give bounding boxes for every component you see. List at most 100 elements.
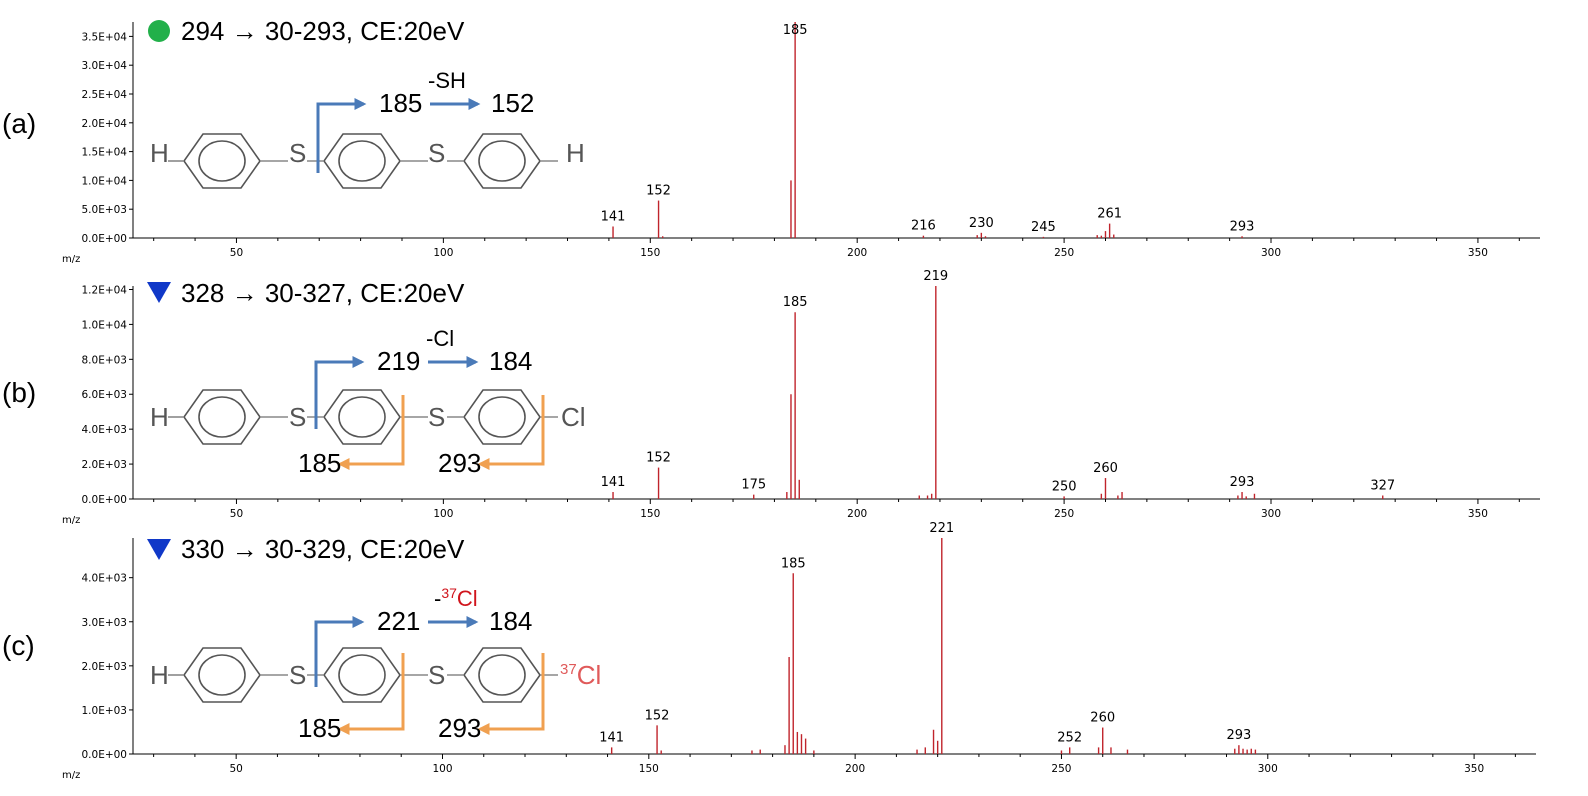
x-tick-label: 150 <box>639 763 659 775</box>
peak-label: 221 <box>929 521 954 536</box>
peak-label: 327 <box>1370 479 1395 494</box>
aromatic-circle <box>478 654 526 696</box>
aromatic-circle <box>198 140 246 182</box>
benzene-ring <box>323 389 401 445</box>
x-tick-label: 50 <box>229 763 242 775</box>
panel-title: 328 → 30-327, CE:20eV <box>181 278 465 308</box>
structure-diagram: H S S 37Cl 221 184 -37Cl 185 293 <box>150 585 601 743</box>
y-tick-label: 1.0E+03 <box>82 705 128 717</box>
peak-label: 293 <box>1226 728 1251 743</box>
orange-cleavage-arrow <box>477 653 545 735</box>
peak-label: 141 <box>601 475 626 490</box>
x-tick-label: 200 <box>845 763 865 775</box>
benzene-ring <box>463 647 541 703</box>
x-axis-label: m/z <box>62 770 80 781</box>
blue-triangle-marker <box>147 282 171 303</box>
x-tick-label: 300 <box>1261 508 1281 520</box>
x-tick-label: 50 <box>230 508 243 520</box>
cleavage-arrow <box>316 98 367 173</box>
orange-cleavage-arrow <box>337 395 405 470</box>
peak-label: 293 <box>1230 219 1255 234</box>
x-tick-label: 350 <box>1468 247 1488 259</box>
peak-label: 250 <box>1052 479 1077 494</box>
y-tick-label: 3.5E+04 <box>82 31 128 43</box>
benzene-ring <box>463 133 541 189</box>
peak-label: 252 <box>1057 730 1082 745</box>
orange-cleavage-arrow <box>337 653 405 735</box>
panel-title: 330 → 30-329, CE:20eV <box>181 534 465 564</box>
orange-cleavage-arrow <box>477 395 545 470</box>
x-tick-label: 300 <box>1258 763 1278 775</box>
y-tick-label: 8.0E+03 <box>82 354 128 366</box>
spectrum-panel-1: (a) 0.0E+00 5.0E+03 1.0E+04 1.5E+04 2.0E+04 2.… <box>2 16 1540 265</box>
aromatic-circle <box>198 654 246 696</box>
y-tick-label: 0.0E+00 <box>82 749 128 761</box>
x-tick-label: 50 <box>230 247 243 259</box>
y-tick-label: 6.0E+03 <box>82 389 128 401</box>
fragment-mz-1: 221 <box>377 606 420 636</box>
atom-sulfur-2: S <box>428 402 445 432</box>
y-tick-label: 5.0E+03 <box>82 204 128 216</box>
orange-fragment-mz: 185 <box>298 448 341 478</box>
atom-sulfur-2: S <box>428 660 445 690</box>
peak-label: 185 <box>783 23 808 38</box>
y-tick-label: 3.0E+03 <box>82 617 128 629</box>
fragment-mz-2: 184 <box>489 346 532 376</box>
y-tick-label: 4.0E+03 <box>82 573 128 585</box>
atom-left: H <box>150 138 169 168</box>
panel-label: (b) <box>2 377 36 408</box>
blue-triangle-marker <box>147 539 171 560</box>
atom-right: H <box>566 138 585 168</box>
atom-sulfur-1: S <box>289 138 306 168</box>
panel-label: (a) <box>2 108 36 139</box>
x-axis-label: m/z <box>62 515 80 526</box>
aromatic-circle <box>338 654 386 696</box>
green-circle-marker <box>148 20 170 42</box>
spectrum-panel-2: (b) 0.0E+00 2.0E+03 4.0E+03 6.0E+03 8.0E+03 1.… <box>2 269 1540 526</box>
peak-label: 245 <box>1031 220 1056 235</box>
y-tick-label: 0.0E+00 <box>82 494 128 506</box>
y-tick-label: 2.0E+03 <box>82 661 128 673</box>
atom-left: H <box>150 402 169 432</box>
x-tick-label: 150 <box>640 508 660 520</box>
peak-label: 152 <box>645 708 670 723</box>
cleavage-arrow <box>314 616 365 687</box>
x-tick-label: 100 <box>432 763 452 775</box>
y-tick-label: 1.2E+04 <box>82 284 128 296</box>
panel-title: 294 → 30-293, CE:20eV <box>181 16 465 46</box>
peak-label: 185 <box>783 295 808 310</box>
benzene-ring <box>323 647 401 703</box>
peak-label: 260 <box>1090 711 1115 726</box>
peak-label: 216 <box>911 219 936 234</box>
peak-label: 175 <box>741 478 766 493</box>
x-tick-label: 100 <box>433 508 453 520</box>
panel-label: (c) <box>2 630 35 661</box>
atom-sulfur-2: S <box>428 138 445 168</box>
aromatic-circle <box>338 396 386 438</box>
peak-label: 260 <box>1093 461 1118 476</box>
x-tick-label: 250 <box>1054 508 1074 520</box>
benzene-ring <box>183 647 261 703</box>
peak-label: 152 <box>646 451 671 466</box>
x-tick-label: 350 <box>1468 508 1488 520</box>
peak-label: 141 <box>599 730 624 745</box>
x-tick-label: 150 <box>640 247 660 259</box>
atom-left: H <box>150 660 169 690</box>
aromatic-circle <box>478 140 526 182</box>
y-tick-label: 2.5E+04 <box>82 89 128 101</box>
x-tick-label: 250 <box>1054 247 1074 259</box>
peak-label: 141 <box>601 209 626 224</box>
peak-label: 230 <box>969 216 994 231</box>
y-tick-label: 3.0E+04 <box>82 60 128 72</box>
fragment-mz-2: 152 <box>491 88 534 118</box>
peak-label: 261 <box>1097 207 1122 222</box>
x-tick-label: 350 <box>1464 763 1484 775</box>
x-tick-label: 250 <box>1051 763 1071 775</box>
x-tick-label: 300 <box>1261 247 1281 259</box>
orange-fragment-mz: 293 <box>438 713 481 743</box>
x-tick-label: 100 <box>433 247 453 259</box>
peak-label: 185 <box>781 556 806 571</box>
aromatic-circle <box>338 140 386 182</box>
loss-label: -Cl <box>426 326 454 351</box>
